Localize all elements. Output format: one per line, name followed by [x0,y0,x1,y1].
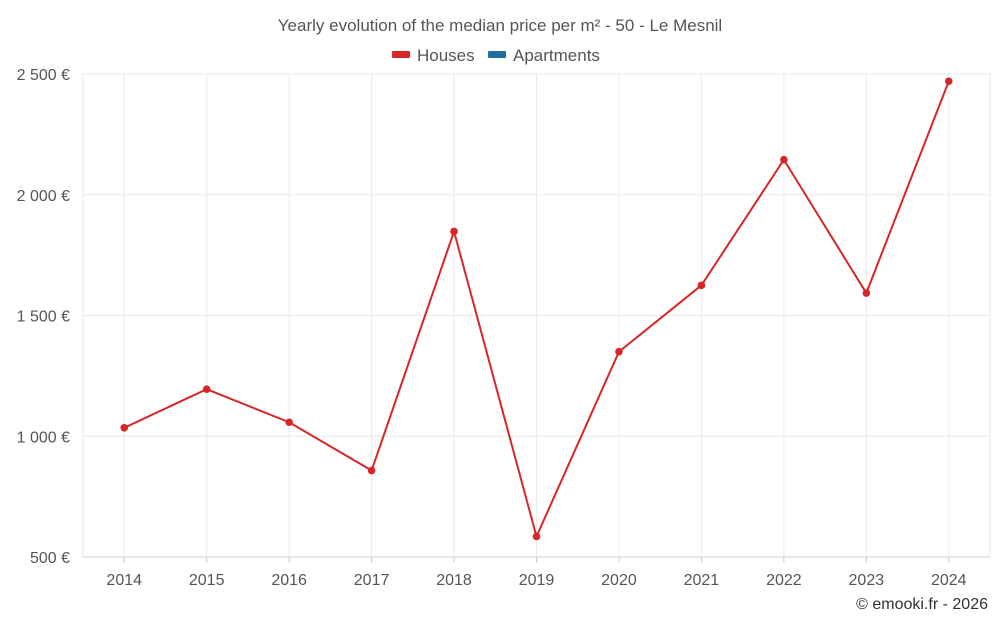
y-tick-label-1500: 1 500 € [17,309,70,326]
x-tick-label-2022: 2022 [766,572,802,589]
houses-point-2019[interactable] [532,532,541,541]
houses-point-2020[interactable] [615,347,623,356]
houses-point-2024[interactable] [944,77,953,86]
legend-label-apartments: Apartments [513,46,600,65]
y-tick-label-2500: 2 500 € [17,67,70,84]
houses-point-2018[interactable] [450,227,458,236]
x-tick-label-2016: 2016 [271,572,307,589]
x-tick-label-2017: 2017 [354,572,390,589]
x-tick-label-2014: 2014 [106,572,142,589]
legend-swatch-apartments [488,51,506,58]
x-tick-label-2020: 2020 [601,572,637,589]
y-tick-label-2000: 2 000 € [17,188,70,205]
legend-item-houses[interactable]: Houses [392,46,475,65]
y-tick-label-500: 500 € [30,550,70,567]
houses-point-2022[interactable] [780,155,788,164]
y-tick-label-1000: 1 000 € [17,429,70,446]
x-tick-label-2015: 2015 [189,572,225,589]
houses-point-2016[interactable] [285,418,293,427]
chart-title: Yearly evolution of the median price per… [278,16,722,35]
x-tick-label-2021: 2021 [684,572,720,589]
houses-point-2023[interactable] [862,289,871,297]
x-tick-label-2019: 2019 [519,572,555,589]
x-tick-label-2024: 2024 [931,572,967,589]
credit-text: © emooki.fr - 2026 [856,596,988,613]
y-axis-ticks: 500 € 1 000 € 1 500 € 2 000 € 2 500 € [17,67,70,567]
x-tick-label-2018: 2018 [436,572,472,589]
houses-point-2021[interactable] [697,281,706,290]
houses-point-2014[interactable] [120,423,129,432]
houses-point-2015[interactable] [202,385,211,393]
legend-label-houses: Houses [417,46,475,65]
x-gridlines [82,74,991,563]
series-houses [120,77,953,541]
legend-swatch-houses [392,51,410,58]
legend: Houses Apartments [392,46,600,65]
x-tick-label-2023: 2023 [849,572,885,589]
legend-item-apartments[interactable]: Apartments [488,46,600,65]
x-axis-ticks: 2014 2015 2016 2017 2018 2019 2020 2021 2022 2023… [106,572,966,589]
houses-point-2017[interactable] [367,466,376,475]
